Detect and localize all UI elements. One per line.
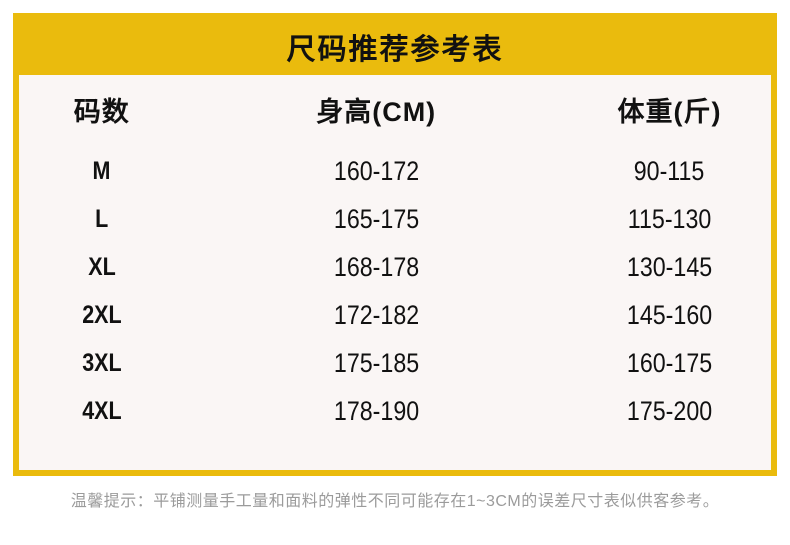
- table-row: 4XL 178-190 175-200: [19, 387, 771, 435]
- weight-range: 130-145: [626, 251, 713, 282]
- table-row: L 165-175 115-130: [19, 195, 771, 243]
- weight-range: 145-160: [626, 299, 713, 330]
- height-range: 175-185: [333, 347, 419, 378]
- column-header-weight: 体重(斤): [617, 96, 722, 127]
- size-label: M: [92, 156, 111, 185]
- table-row: M 160-172 90-115: [19, 147, 771, 195]
- size-label: 3XL: [81, 348, 122, 377]
- table-row: 2XL 172-182 145-160: [19, 291, 771, 339]
- height-range: 168-178: [333, 251, 419, 282]
- title-band: 尺码推荐参考表: [19, 19, 771, 75]
- table-body: M 160-172 90-115 L 165-175 115-130 XL 16…: [19, 147, 771, 435]
- weight-range: 160-175: [626, 347, 713, 378]
- weight-range: 90-115: [634, 155, 705, 186]
- size-label: 2XL: [81, 300, 122, 329]
- weight-range: 115-130: [627, 203, 712, 234]
- weight-range: 175-200: [626, 395, 713, 426]
- disclaimer-note: 温馨提示：平铺测量手工量和面料的弹性不同可能存在1~3CM的误差尺寸表似供客参考…: [70, 493, 720, 510]
- height-range: 165-175: [333, 203, 419, 234]
- height-range: 160-172: [333, 155, 419, 186]
- height-range: 172-182: [333, 299, 419, 330]
- table-row: XL 168-178 130-145: [19, 243, 771, 291]
- height-range: 178-190: [333, 395, 419, 426]
- column-header-height: 身高(CM): [316, 96, 437, 127]
- size-label: L: [95, 204, 109, 233]
- size-label: 4XL: [81, 396, 122, 425]
- table-row: 3XL 175-185 160-175: [19, 339, 771, 387]
- column-header-size: 码数: [73, 96, 130, 127]
- table-header-row: 码数 身高(CM) 体重(斤): [19, 83, 771, 135]
- size-chart-panel: 尺码推荐参考表 码数 身高(CM) 体重(斤) M 160-172 90-115…: [13, 13, 777, 476]
- page-title: 尺码推荐参考表: [286, 34, 504, 66]
- size-label: XL: [87, 252, 116, 281]
